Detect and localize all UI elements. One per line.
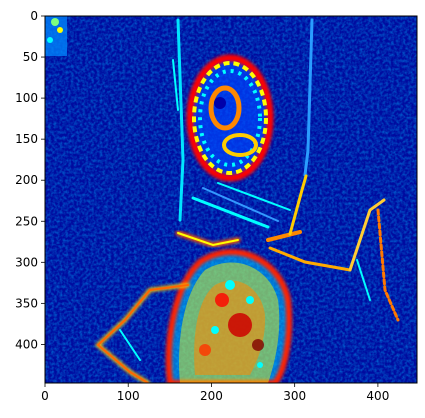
y-tick-label: 150: [15, 132, 38, 146]
image-panel: [45, 16, 417, 383]
y-tick-label: 400: [15, 337, 38, 351]
edge-lines: [172, 18, 314, 222]
y-tick-label: 0: [30, 9, 38, 23]
y-axis: 0 50 100 150 200 250 300 350 400: [15, 9, 45, 351]
plot-frame: [44, 15, 418, 384]
x-tick-label: 0: [41, 389, 49, 403]
y-tick-label: 250: [15, 214, 38, 228]
x-axis: 0 100 200 300 400: [41, 383, 389, 403]
y-tick-label: 50: [23, 50, 38, 64]
x-tick-label: 100: [117, 389, 140, 403]
y-tick-label: 200: [15, 173, 38, 187]
x-tick-label: 300: [283, 389, 306, 403]
diagonal-lines: [175, 174, 400, 322]
corner-speckle: [45, 16, 67, 56]
x-tick-label: 200: [200, 389, 223, 403]
lower-blob: [165, 249, 293, 383]
y-tick-label: 350: [15, 296, 38, 310]
x-tick-label: 400: [366, 389, 389, 403]
y-tick-label: 100: [15, 91, 38, 105]
y-tick-label: 300: [15, 255, 38, 269]
left-arm: [94, 283, 190, 383]
upper-ring: [186, 54, 274, 182]
